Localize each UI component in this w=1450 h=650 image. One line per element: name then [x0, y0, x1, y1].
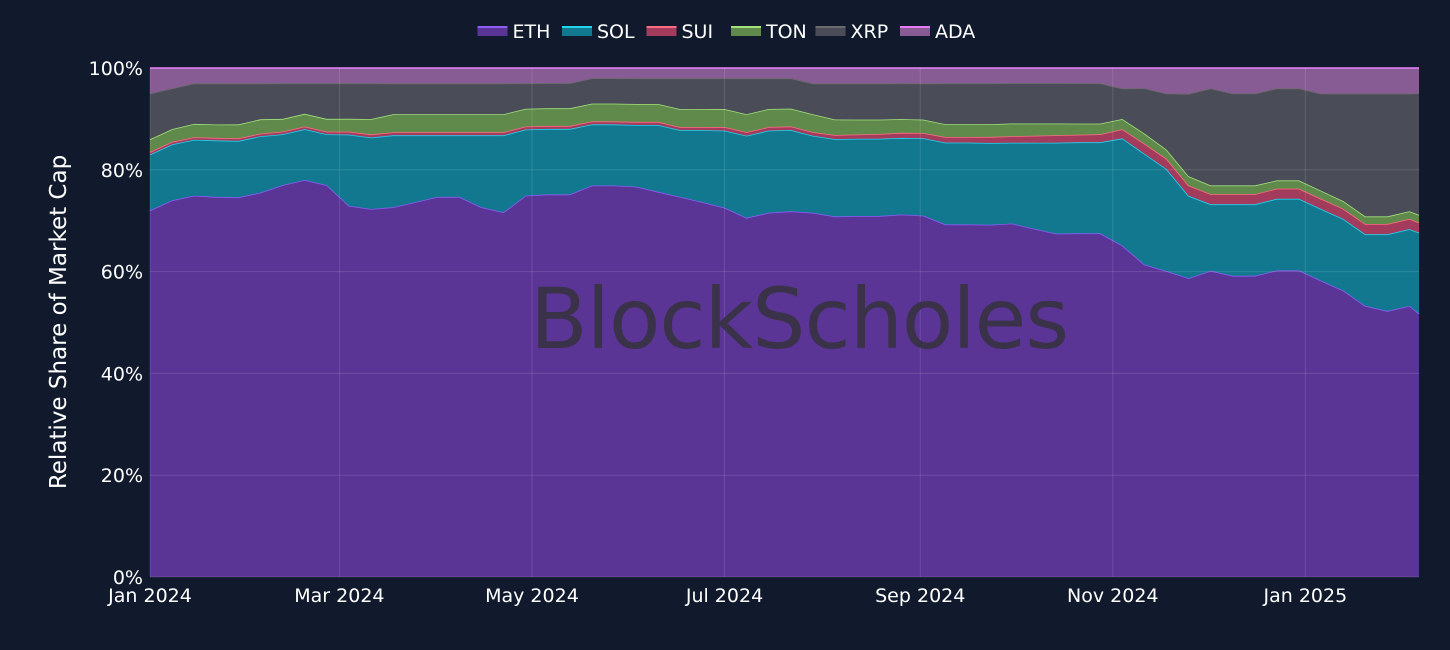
y-axis-title: Relative Share of Market Cap: [46, 155, 72, 489]
x-tick-label: Nov 2024: [1067, 585, 1158, 607]
legend[interactable]: ETH SOL SUI TON XRP ADA: [477, 21, 976, 43]
stacked-areas: [149, 67, 1420, 577]
y-tick-label: 100%: [89, 58, 143, 80]
y-axis-ticks: 0% 20% 40% 60% 80% 100%: [89, 58, 143, 589]
legend-label: SUI: [682, 21, 714, 43]
x-tick-label: Jan 2024: [107, 585, 192, 607]
y-tick-label: 40%: [101, 363, 143, 385]
y-tick-label: 0%: [113, 567, 143, 589]
x-axis-ticks: Jan 2024 Mar 2024 May 2024 Jul 2024 Sep 2024…: [107, 585, 1347, 607]
legend-item-sui[interactable]: SUI: [646, 21, 714, 43]
legend-label: SOL: [597, 21, 635, 43]
legend-swatch: [562, 27, 592, 36]
y-tick-label: 60%: [101, 262, 143, 284]
x-tick-label: Mar 2024: [294, 585, 384, 607]
legend-item-ton[interactable]: TON: [731, 21, 807, 43]
legend-label: TON: [765, 21, 807, 43]
x-tick-label: Sep 2024: [875, 585, 965, 607]
x-tick-label: Jul 2024: [685, 585, 763, 607]
watermark: BlockScholes: [530, 270, 1068, 368]
legend-swatch: [646, 27, 677, 36]
x-tick-label: May 2024: [485, 585, 579, 607]
legend-item-eth[interactable]: ETH: [477, 21, 551, 43]
y-tick-label: 20%: [101, 465, 143, 487]
legend-swatch: [815, 27, 846, 36]
x-tick-label: Jan 2025: [1263, 585, 1348, 607]
legend-swatch: [900, 27, 930, 36]
legend-swatch: [477, 27, 508, 36]
legend-item-sol[interactable]: SOL: [562, 21, 635, 43]
area-ada: [150, 68, 1419, 94]
legend-label: ADA: [935, 21, 975, 43]
legend-label: XRP: [851, 21, 889, 43]
area-eth: [150, 180, 1419, 577]
area-sol: [150, 124, 1419, 314]
legend-item-xrp[interactable]: XRP: [815, 21, 889, 43]
area-ton: [150, 103, 1419, 224]
area-xrp: [150, 78, 1419, 217]
legend-item-ada[interactable]: ADA: [900, 21, 975, 43]
y-tick-label: 80%: [101, 160, 143, 182]
legend-swatch: [731, 27, 761, 36]
gridlines: [149, 67, 1419, 578]
legend-label: ETH: [513, 21, 551, 43]
